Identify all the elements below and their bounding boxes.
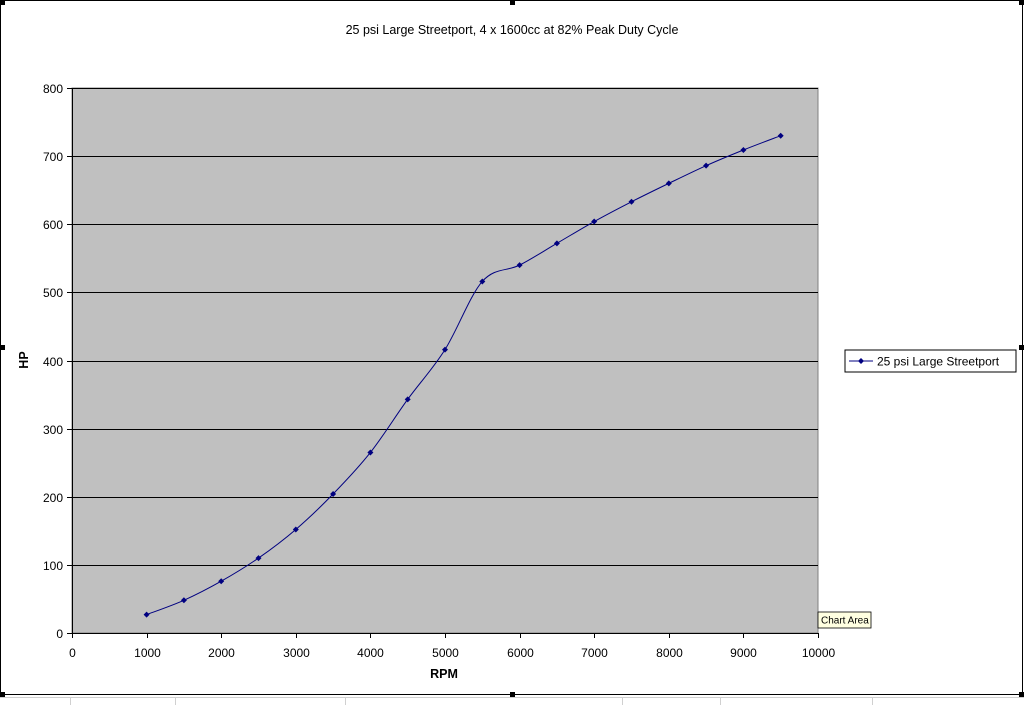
data-point[interactable] bbox=[143, 611, 150, 618]
gridlines bbox=[72, 88, 818, 566]
legend-marker bbox=[858, 358, 864, 364]
handle-bottom-right[interactable] bbox=[1019, 692, 1024, 697]
y-tick-label: 0 bbox=[56, 627, 63, 641]
x-tick-label: 2000 bbox=[208, 646, 235, 660]
legend-entry-label: 25 psi Large Streetport bbox=[877, 355, 1000, 369]
y-tick-label: 100 bbox=[43, 559, 63, 573]
handle-bottom-center[interactable] bbox=[510, 692, 515, 697]
x-tick-label: 6000 bbox=[507, 646, 534, 660]
plot-area[interactable] bbox=[71, 87, 819, 634]
sheet-gridlines bbox=[0, 697, 1024, 705]
data-point[interactable] bbox=[665, 180, 672, 187]
x-tick-label: 7000 bbox=[581, 646, 608, 660]
data-point[interactable] bbox=[591, 218, 598, 225]
chart-area-tooltip: Chart Area bbox=[817, 611, 872, 629]
handle-middle-left[interactable] bbox=[0, 345, 5, 350]
handle-middle-right[interactable] bbox=[1019, 345, 1024, 350]
y-tick-label: 500 bbox=[43, 286, 63, 300]
data-point[interactable] bbox=[292, 526, 299, 533]
x-tick-label: 3000 bbox=[283, 646, 310, 660]
data-point[interactable] bbox=[740, 146, 747, 153]
data-point[interactable] bbox=[218, 578, 225, 585]
handle-bottom-left[interactable] bbox=[0, 692, 5, 697]
legend[interactable]: 25 psi Large Streetport bbox=[844, 349, 1017, 373]
data-point[interactable] bbox=[553, 240, 560, 247]
y-tick-label: 200 bbox=[43, 491, 63, 505]
data-point[interactable] bbox=[367, 449, 374, 456]
legend-box bbox=[844, 349, 1017, 373]
handle-top-left[interactable] bbox=[0, 0, 5, 5]
y-axis-label: HP bbox=[17, 351, 31, 368]
x-tick-label: 9000 bbox=[730, 646, 757, 660]
series-group bbox=[143, 132, 784, 618]
x-tick-label: 4000 bbox=[357, 646, 384, 660]
x-tick-label: 1000 bbox=[134, 646, 161, 660]
data-point[interactable] bbox=[404, 396, 411, 403]
data-point[interactable] bbox=[479, 278, 486, 285]
y-tick-label: 700 bbox=[43, 150, 63, 164]
y-tick-label: 800 bbox=[43, 82, 63, 96]
data-point[interactable] bbox=[516, 262, 523, 269]
data-point[interactable] bbox=[180, 597, 187, 604]
data-point[interactable] bbox=[628, 198, 635, 205]
chart-title: 25 psi Large Streetport, 4 x 1600cc at 8… bbox=[346, 23, 679, 37]
data-point[interactable] bbox=[777, 132, 784, 139]
x-axis-ticks: 0 1000 2000 3000 4000 5000 6000 7000 8000 9000 100… bbox=[69, 633, 836, 660]
data-point[interactable] bbox=[703, 162, 710, 169]
x-tick-label: 0 bbox=[69, 646, 76, 660]
tooltip-box bbox=[817, 611, 872, 629]
data-point[interactable] bbox=[330, 491, 337, 498]
y-tick-label: 600 bbox=[43, 218, 63, 232]
handle-top-right[interactable] bbox=[1019, 0, 1024, 5]
y-tick-label: 300 bbox=[43, 423, 63, 437]
x-axis-label: RPM bbox=[430, 667, 458, 681]
x-tick-label: 8000 bbox=[656, 646, 683, 660]
y-axis-ticks: 0 100 200 300 400 500 600 700 800 bbox=[43, 82, 72, 641]
data-point[interactable] bbox=[255, 555, 262, 562]
y-tick-label: 400 bbox=[43, 355, 63, 369]
x-tick-label: 10000 bbox=[802, 646, 836, 660]
data-point[interactable] bbox=[442, 346, 448, 353]
tooltip-text: Chart Area bbox=[821, 616, 869, 627]
x-tick-label: 5000 bbox=[432, 646, 459, 660]
handle-top-center[interactable] bbox=[510, 0, 515, 5]
